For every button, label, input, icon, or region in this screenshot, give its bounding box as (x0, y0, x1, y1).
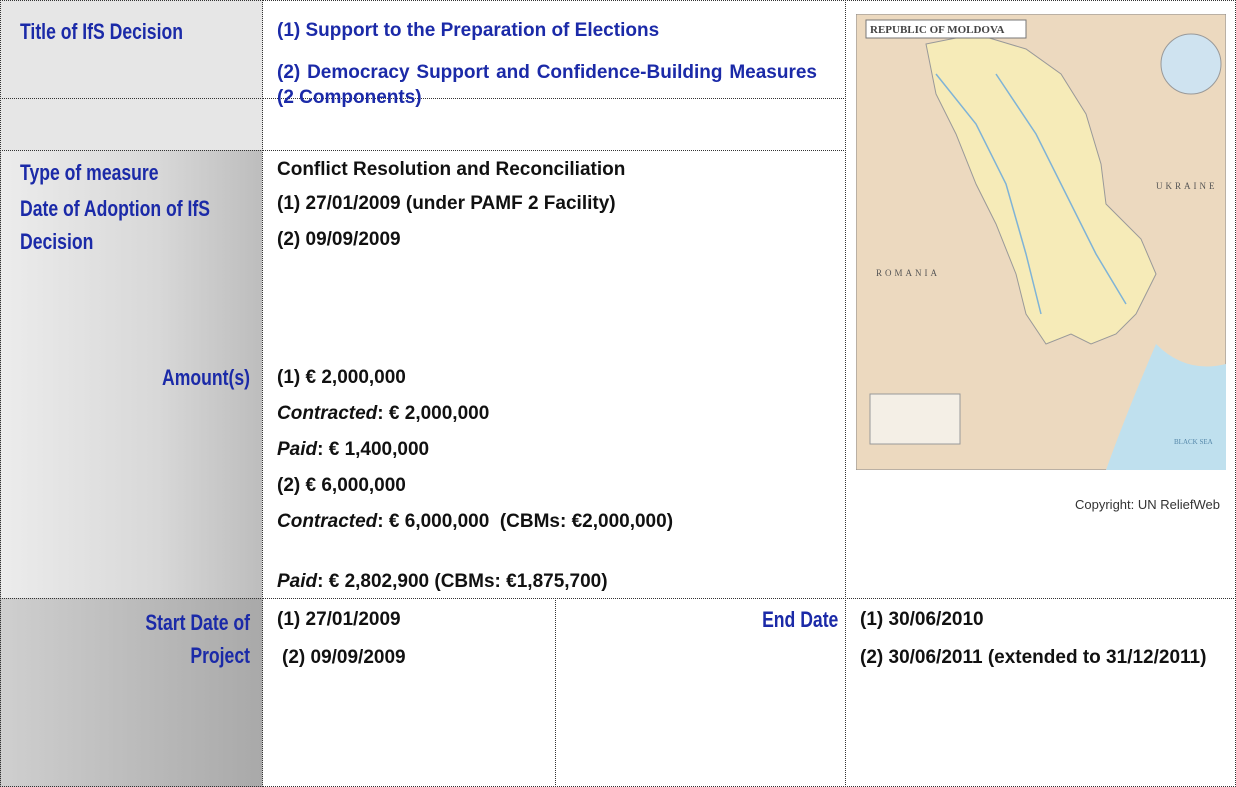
value: Conflict Resolution and Reconciliation (277, 159, 626, 180)
label: End Date (761, 607, 838, 632)
value: (1) 27/01/2009 (277, 609, 401, 630)
label: Date of Adoption of IfS Decision (20, 196, 210, 254)
value: (2) 09/09/2009 (277, 229, 401, 250)
amount-line: Contracted: € 2,000,000 (277, 401, 727, 426)
label: Amount(s) (162, 365, 250, 390)
label: Type of measure (20, 160, 159, 185)
amount-term: Paid (277, 439, 318, 460)
amount-line: (2) € 6,000,000 (277, 473, 727, 498)
amount-line: Contracted: € 6,000,000 (CBMs: €2,000,00… (277, 509, 727, 534)
amount-text: : € 6,000,000 (CBMs: €2,000,000) (377, 511, 674, 532)
amount-line: (1) € 2,000,000 (277, 365, 727, 390)
caption: Copyright: UN ReliefWeb (1075, 497, 1220, 512)
amount-text: : € 2,000,000 (377, 403, 490, 424)
amount-term: Contracted (277, 511, 378, 532)
map-label: ROMANIA (876, 268, 940, 278)
amount-text: (1) € 2,000,000 (277, 367, 406, 388)
value: (1) Support to the Preparation of Electi… (277, 20, 660, 41)
value: (2) 09/09/2009 (282, 647, 406, 668)
value: (2) Democracy Support and Confidence-Bui… (277, 62, 817, 108)
label: Start Date of Project (145, 610, 250, 668)
value: (1) 30/06/2010 (860, 609, 984, 630)
value: (2) 30/06/2011 (extended to 31/12/2011) (860, 647, 1207, 668)
amount-term: Paid (277, 571, 318, 592)
amount-line: Paid: € 2,802,900 (CBMs: €1,875,700) (277, 569, 727, 594)
value: (1) 27/01/2009 (under PAMF 2 Facility) (277, 193, 616, 214)
map: REPUBLIC OF MOLDOVA UKRAINE ROMANIA BLAC… (856, 14, 1226, 470)
label: Title of IfS Decision (20, 19, 183, 44)
amount-term: Contracted (277, 403, 378, 424)
label-cell (0, 150, 263, 599)
label-cell (0, 98, 263, 151)
amount-text: : € 2,802,900 (CBMs: €1,875,700) (317, 571, 608, 592)
amount-text: (2) € 6,000,000 (277, 475, 406, 496)
map-title: REPUBLIC OF MOLDOVA (870, 24, 1005, 36)
amount-text: : € 1,400,000 (317, 439, 430, 460)
map-label: UKRAINE (1156, 181, 1218, 191)
map-label: BLACK SEA (1174, 438, 1213, 446)
label-cell (0, 0, 263, 99)
amount-line: Paid: € 1,400,000 (277, 437, 727, 462)
